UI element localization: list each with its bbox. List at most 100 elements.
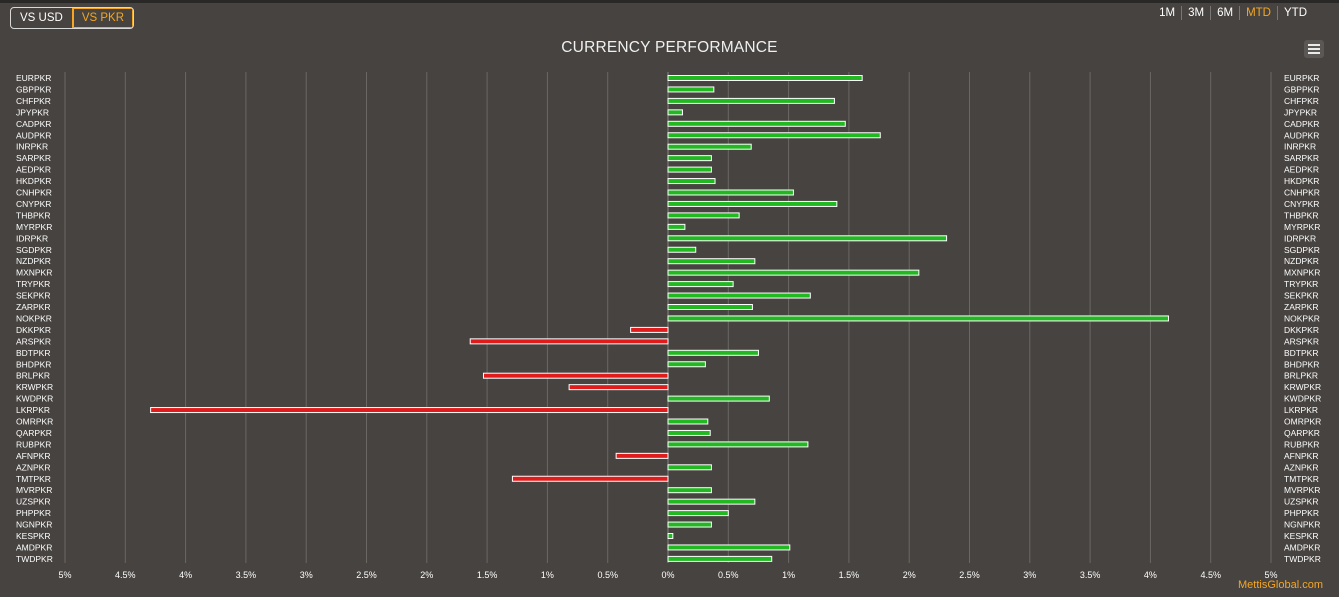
bar-myrpkr (667, 223, 686, 230)
bar-uzspkr (667, 498, 756, 505)
category-label-left: RUBPKR (16, 439, 51, 449)
category-label-left: LKRPKR (16, 405, 50, 415)
bar-thbpkr (667, 212, 740, 219)
bar-arspkr (469, 338, 669, 345)
category-label-left: BHDPKR (16, 359, 51, 369)
x-tick-label: 1.5% (477, 570, 498, 580)
category-label-left: SGDPKR (16, 245, 52, 255)
category-label-left: AFNPKR (16, 451, 50, 461)
category-label-left: OMRPKR (16, 417, 53, 427)
category-label-left: CHFPKR (16, 96, 51, 106)
category-label-right: EURPKR (1284, 73, 1319, 83)
category-label-left: SARPKR (16, 153, 51, 163)
category-label-right: TWDPKR (1284, 554, 1321, 564)
category-label-right: MVRPKR (1284, 485, 1320, 495)
bar-dkkpkr (630, 326, 669, 333)
category-label-right: PHPPKR (1284, 508, 1319, 518)
category-label-left: MVRPKR (16, 485, 52, 495)
vs-usd-button[interactable]: VS USD (20, 12, 63, 24)
x-tick-label: 3% (300, 570, 313, 580)
category-label-right: BHDPKR (1284, 359, 1319, 369)
range-selector: 1M 3M 6M MTD YTD (1153, 6, 1313, 20)
bar-sarpkr (667, 155, 712, 162)
category-label-left: TRYPKR (16, 279, 50, 289)
category-label-right: THBPKR (1284, 210, 1318, 220)
category-label-right: MYRPKR (1284, 222, 1320, 232)
bar-ngnpkr (667, 521, 712, 528)
bar-trypkr (667, 281, 734, 288)
category-label-right: HKDPKR (1284, 176, 1319, 186)
category-label-left: BDTPKR (16, 348, 50, 358)
category-label-left: ZARPKR (16, 302, 50, 312)
x-tick-label: 4.5% (115, 570, 136, 580)
category-label-left: MXNPKR (16, 268, 52, 278)
bar-sgdpkr (667, 246, 697, 253)
bar-aedpkr (667, 166, 712, 173)
bar-gbppkr (667, 86, 715, 93)
x-tick-label: 1% (782, 570, 795, 580)
range-6m-button[interactable]: 6M (1210, 6, 1239, 20)
category-label-left: GBPPKR (16, 84, 51, 94)
category-label-left: MYRPKR (16, 222, 52, 232)
x-tick-label: 3% (1023, 570, 1036, 580)
category-label-right: SEKPKR (1284, 291, 1319, 301)
range-mtd-button[interactable]: MTD (1239, 6, 1277, 20)
category-label-left: ARSPKR (16, 336, 51, 346)
top-border (0, 0, 1339, 3)
category-label-right: MXNPKR (1284, 268, 1320, 278)
comparison-toggle: VS USD VS PKR (10, 7, 135, 29)
category-label-left: KRWPKR (16, 382, 53, 392)
category-label-right: LKRPKR (1284, 405, 1318, 415)
bar-qarpkr (667, 429, 711, 436)
bar-zarpkr (667, 304, 753, 310)
range-1m-button[interactable]: 1M (1159, 7, 1176, 19)
x-tick-label: 2% (903, 570, 916, 580)
range-ytd-button[interactable]: YTD (1277, 6, 1313, 20)
bar-nokpkr (667, 315, 1169, 322)
category-label-right: CNYPKR (1284, 199, 1319, 209)
category-label-right: GBPPKR (1284, 84, 1319, 94)
category-label-left: AUDPKR (16, 130, 51, 140)
bar-tmtpkr (511, 475, 669, 482)
x-tick-label: 0% (661, 570, 674, 580)
bar-mxnpkr (667, 269, 920, 276)
category-label-left: TMTPKR (16, 474, 51, 484)
category-label-right: AMDPKR (1284, 542, 1320, 552)
category-label-right: ZARPKR (1284, 302, 1318, 312)
category-label-left: BRLPKR (16, 371, 50, 381)
x-tick-label: 3.5% (236, 570, 257, 580)
category-label-right: BRLPKR (1284, 371, 1318, 381)
category-label-right: INRPKR (1284, 142, 1316, 152)
category-label-right: BDTPKR (1284, 348, 1318, 358)
x-tick-label: 5% (58, 570, 71, 580)
category-label-right: CHFPKR (1284, 96, 1319, 106)
bar-twdpkr (667, 555, 773, 562)
bar-rubpkr (667, 441, 809, 448)
chart-menu-button[interactable] (1304, 40, 1324, 58)
category-label-right: KRWPKR (1284, 382, 1321, 392)
category-label-right: DKKPKR (1284, 325, 1319, 335)
category-label-left: EURPKR (16, 73, 51, 83)
credit-link[interactable]: MettisGlobal.com (1238, 579, 1323, 591)
category-label-right: SARPKR (1284, 153, 1319, 163)
x-tick-label: 4% (1144, 570, 1157, 580)
category-label-right: AFNPKR (1284, 451, 1318, 461)
vs-pkr-button[interactable]: VS PKR (71, 8, 133, 28)
category-label-right: TMTPKR (1284, 474, 1319, 484)
bar-kwdpkr (667, 395, 770, 402)
category-label-left: SEKPKR (16, 291, 51, 301)
x-tick-label: 5% (1264, 570, 1277, 580)
category-label-left: DKKPKR (16, 325, 51, 335)
category-label-left: KWDPKR (16, 394, 53, 404)
x-tick-label: 3.5% (1080, 570, 1101, 580)
category-label-right: KWDPKR (1284, 394, 1321, 404)
x-tick-label: 4.5% (1200, 570, 1221, 580)
category-label-right: UZSPKR (1284, 497, 1318, 507)
bar-eurpkr (667, 75, 863, 81)
category-label-left: JPYPKR (16, 107, 49, 117)
x-tick-label: 2% (420, 570, 433, 580)
range-3m-button[interactable]: 3M (1181, 6, 1210, 20)
x-tick-label: 4% (179, 570, 192, 580)
category-label-right: ARSPKR (1284, 336, 1319, 346)
category-label-right: AZNPKR (1284, 462, 1318, 472)
